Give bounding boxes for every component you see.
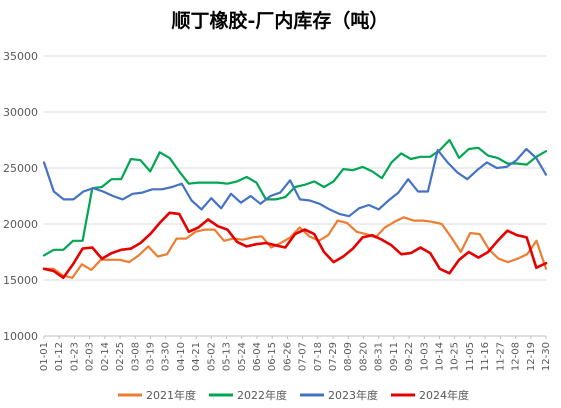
x-tick-label: 03-30 — [161, 342, 172, 371]
y-tick-label: 15000 — [3, 274, 38, 287]
x-tick-label: 12-19 — [526, 342, 537, 371]
chart-title: 顺丁橡胶-厂内库存（吨） — [172, 9, 389, 32]
legend-label: 2023年度 — [328, 388, 378, 402]
x-tick-label: 06-04 — [252, 342, 263, 371]
x-tick-label: 07-18 — [313, 342, 324, 371]
y-axis: 10000 15000 20000 25000 30000 35000 — [3, 50, 38, 343]
x-tick-label: 11-27 — [495, 342, 506, 371]
y-tick-label: 35000 — [3, 50, 38, 63]
x-tick-label: 07-29 — [328, 342, 339, 371]
x-tick-label: 01-01 — [39, 342, 50, 371]
x-tick-label: 09-22 — [404, 342, 415, 371]
series-line-2022年度 — [42, 138, 548, 257]
x-tick-label: 11-16 — [480, 342, 491, 371]
legend: 2021年度 2022年度 2023年度 2024年度 — [118, 388, 469, 402]
grid-layer — [44, 55, 546, 337]
y-tick-label: 20000 — [3, 218, 38, 231]
x-tick-label: 04-21 — [191, 342, 202, 371]
legend-label: 2021年度 — [146, 388, 196, 402]
x-tick-label: 10-14 — [435, 342, 446, 371]
x-tick-label: 01-12 — [54, 342, 65, 371]
x-tick-label: 08-09 — [343, 342, 354, 371]
x-tick-label: 12-08 — [511, 342, 522, 371]
legend-item: 2021年度 — [118, 388, 196, 402]
legend-item: 2023年度 — [300, 388, 378, 402]
x-tick-label: 08-31 — [374, 342, 385, 371]
x-tick-label: 02-25 — [115, 342, 126, 371]
legend-label: 2024年度 — [419, 388, 469, 402]
y-tick-label: 10000 — [3, 330, 38, 343]
x-tick-label: 03-08 — [130, 342, 141, 371]
series-line-2021年度 — [42, 216, 548, 279]
x-tick-label: 03-19 — [145, 342, 156, 371]
series-line-2023年度 — [42, 147, 548, 218]
x-tick-label: 04-10 — [176, 342, 187, 371]
legend-label: 2022年度 — [237, 388, 287, 402]
legend-item: 2022年度 — [209, 388, 287, 402]
y-tick-label: 25000 — [3, 162, 38, 175]
series-layer — [42, 138, 548, 280]
y-tick-label: 30000 — [3, 106, 38, 119]
x-tick-label: 10-03 — [419, 342, 430, 371]
x-tick-label: 08-20 — [358, 342, 369, 371]
x-tick-label: 11-05 — [465, 342, 476, 371]
x-tick-label: 07-07 — [298, 342, 309, 371]
x-tick-label: 02-14 — [100, 342, 111, 371]
x-tick-label: 12-30 — [541, 342, 552, 371]
x-tick-label: 06-26 — [282, 342, 293, 371]
x-axis: 01-01 01-12 01-23 02-03 02-14 02-25 03-08 03-19… — [39, 336, 552, 371]
x-tick-label: 05-13 — [222, 342, 233, 371]
legend-item: 2024年度 — [391, 388, 469, 402]
x-tick-label: 09-11 — [389, 342, 400, 371]
x-tick-label: 02-03 — [85, 342, 96, 371]
series-line-2024年度 — [42, 211, 548, 280]
x-tick-label: 06-15 — [267, 342, 278, 371]
x-tick-label: 05-02 — [206, 342, 217, 371]
x-tick-label: 10-25 — [450, 342, 461, 371]
x-tick-label: 01-23 — [69, 342, 80, 371]
x-tick-label: 05-24 — [237, 342, 248, 371]
